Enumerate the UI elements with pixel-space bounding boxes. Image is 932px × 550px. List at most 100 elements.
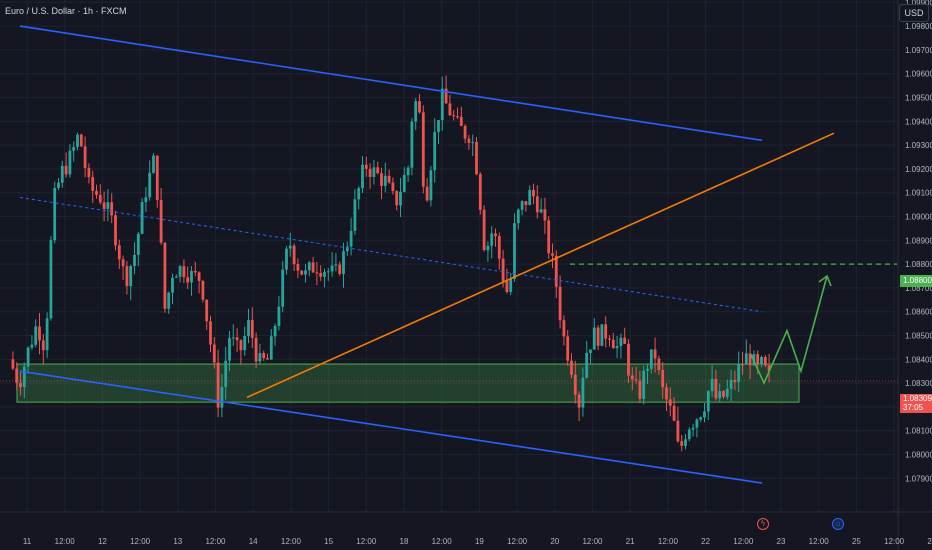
candle-body — [292, 245, 296, 265]
candle-body — [638, 380, 642, 399]
time-axis: 11 12:00 12 12:00 13 12:00 14 12:00 15 12:00 18 12:… — [23, 537, 932, 546]
candle-body — [106, 202, 110, 209]
candle-body — [254, 337, 258, 362]
candle-body — [273, 325, 277, 337]
candle-body — [429, 170, 433, 201]
candle-body — [437, 120, 440, 132]
candle-body — [57, 182, 60, 189]
price-tick-label: 1.08400 — [905, 355, 932, 364]
candle-body — [425, 186, 429, 201]
candle-body — [585, 352, 589, 378]
candle-body — [554, 255, 558, 287]
price-tick-label: 1.09800 — [905, 22, 932, 31]
time-tick-label: 12:00 — [582, 537, 603, 546]
candle-body — [494, 233, 497, 237]
candle-body — [364, 164, 368, 169]
candle-body — [34, 326, 38, 345]
time-tick-label: 12:00 — [658, 537, 679, 546]
candle-body — [623, 337, 627, 344]
candle-body — [22, 366, 26, 388]
candle-body — [300, 270, 304, 275]
price-tick-label: 1.08900 — [905, 236, 932, 245]
price-tick-label: 1.08300 — [905, 379, 932, 388]
candle-body — [53, 188, 57, 241]
candle-body — [748, 353, 752, 366]
candle-body — [190, 270, 193, 283]
candle-body — [281, 269, 285, 307]
candle-body — [532, 189, 535, 197]
candle-body — [433, 131, 437, 171]
candle-body — [395, 191, 399, 206]
price-tick-label: 1.09900 — [905, 0, 932, 7]
candle-body — [414, 101, 418, 122]
candle-body — [372, 167, 376, 177]
candle-body — [76, 134, 79, 148]
candle-body — [152, 155, 155, 173]
economic-event-icon[interactable]: ϟ — [757, 518, 769, 530]
candle-body — [558, 286, 562, 321]
candle-body — [767, 365, 771, 371]
currency-button[interactable]: USD — [899, 4, 929, 22]
time-tick-label: 23 — [777, 537, 786, 546]
candle-body — [524, 201, 528, 206]
candle-body — [680, 441, 684, 446]
candle-body — [262, 353, 266, 359]
candle-body — [566, 336, 570, 361]
candle-body — [87, 167, 91, 178]
candle-body — [304, 270, 307, 275]
candle-body — [520, 201, 524, 210]
time-tick-label: 12:00 — [130, 537, 151, 546]
time-tick-label: 12:00 — [205, 537, 226, 546]
candle-body — [38, 326, 41, 341]
projection-path — [750, 275, 828, 386]
time-tick-label: 18 — [400, 537, 409, 546]
candle-body — [733, 379, 737, 382]
candle-body — [91, 177, 95, 191]
candle-body — [201, 280, 205, 300]
candle-body — [619, 337, 623, 347]
candle-body — [661, 370, 665, 388]
candle-body — [220, 386, 224, 408]
support-zone — [16, 363, 800, 403]
price-tick-label: 1.09300 — [905, 141, 932, 150]
candle-body — [285, 248, 288, 270]
candle-body — [45, 318, 49, 351]
candle-body — [186, 277, 190, 283]
candle-body — [418, 101, 421, 113]
candle-body — [163, 242, 167, 309]
candle-body — [357, 188, 361, 200]
lower-channel-line — [19, 370, 763, 484]
candle-body — [288, 245, 292, 249]
candle-body — [718, 391, 722, 399]
candle-body — [562, 320, 566, 337]
candle-body — [463, 125, 467, 139]
time-tick-label: 25 — [852, 537, 861, 546]
candle-body — [182, 266, 186, 278]
candle-body — [615, 346, 619, 349]
candle-body — [729, 379, 733, 389]
candle-body — [600, 324, 604, 346]
time-tick-label: 12 — [98, 537, 107, 546]
candle-body — [349, 230, 353, 247]
candle-body — [41, 340, 45, 351]
candle-body — [402, 175, 406, 192]
candle-body — [703, 411, 706, 418]
last-price-value: 1.08309 — [903, 394, 932, 403]
candle-body — [110, 202, 114, 216]
candle-body — [577, 394, 581, 408]
candle-body — [334, 264, 338, 266]
candle-body — [361, 164, 364, 189]
time-tick-label: 12:00 — [809, 537, 830, 546]
candle-body — [136, 233, 140, 255]
candle-body — [672, 405, 676, 421]
candle-body — [490, 233, 494, 246]
candle-body — [102, 202, 106, 209]
candle-body — [26, 347, 30, 367]
dividend-event-icon[interactable]: ⌂ — [832, 518, 844, 530]
candle-body — [573, 374, 577, 395]
candle-body — [155, 155, 159, 200]
candle-body — [505, 281, 509, 292]
candle-body — [497, 236, 501, 259]
candle-body — [589, 349, 592, 353]
